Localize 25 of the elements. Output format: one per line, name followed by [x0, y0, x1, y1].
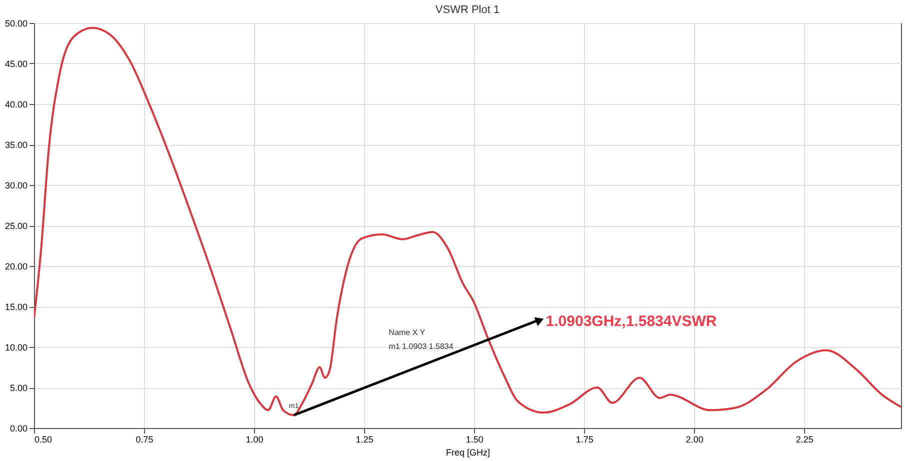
y-tick-label: 15.00: [4, 302, 28, 312]
x-tick-label: 1.50: [466, 434, 484, 444]
y-tick-label: 30.00: [4, 180, 28, 190]
y-tick-label: 45.00: [4, 59, 28, 69]
y-tick-label: 25.00: [4, 221, 28, 231]
annotation: m1 1.0903 1.5834: [388, 342, 454, 352]
x-tick-label: 1.25: [356, 434, 374, 444]
x-tick-label: 1.75: [576, 434, 594, 444]
x-tick-label: 2.25: [796, 434, 814, 444]
x-tick-label: 0.75: [136, 434, 154, 444]
chart-title: VSWR Plot 1: [435, 4, 500, 16]
line-series: [34, 26, 901, 416]
x-tick-label: 0.50: [34, 434, 52, 444]
y-tick-label: 50.00: [4, 18, 28, 28]
x-axis-title: Freq [GHz]: [446, 448, 490, 458]
annotation: 1.0903GHz,1.5834VSWR: [546, 313, 717, 330]
y-tick-label: 10.00: [4, 342, 28, 352]
x-tick-label: 2.00: [686, 434, 704, 444]
y-tick-label: 0.00: [10, 424, 28, 434]
x-tick-label: 1.00: [246, 434, 264, 444]
y-tick-label: 20.00: [4, 262, 28, 272]
annotation: Name X Y: [388, 328, 426, 338]
y-tick-label: 35.00: [4, 140, 28, 150]
y-tick-label: 40.00: [4, 100, 28, 110]
y-tick-label: 5.00: [10, 383, 28, 393]
